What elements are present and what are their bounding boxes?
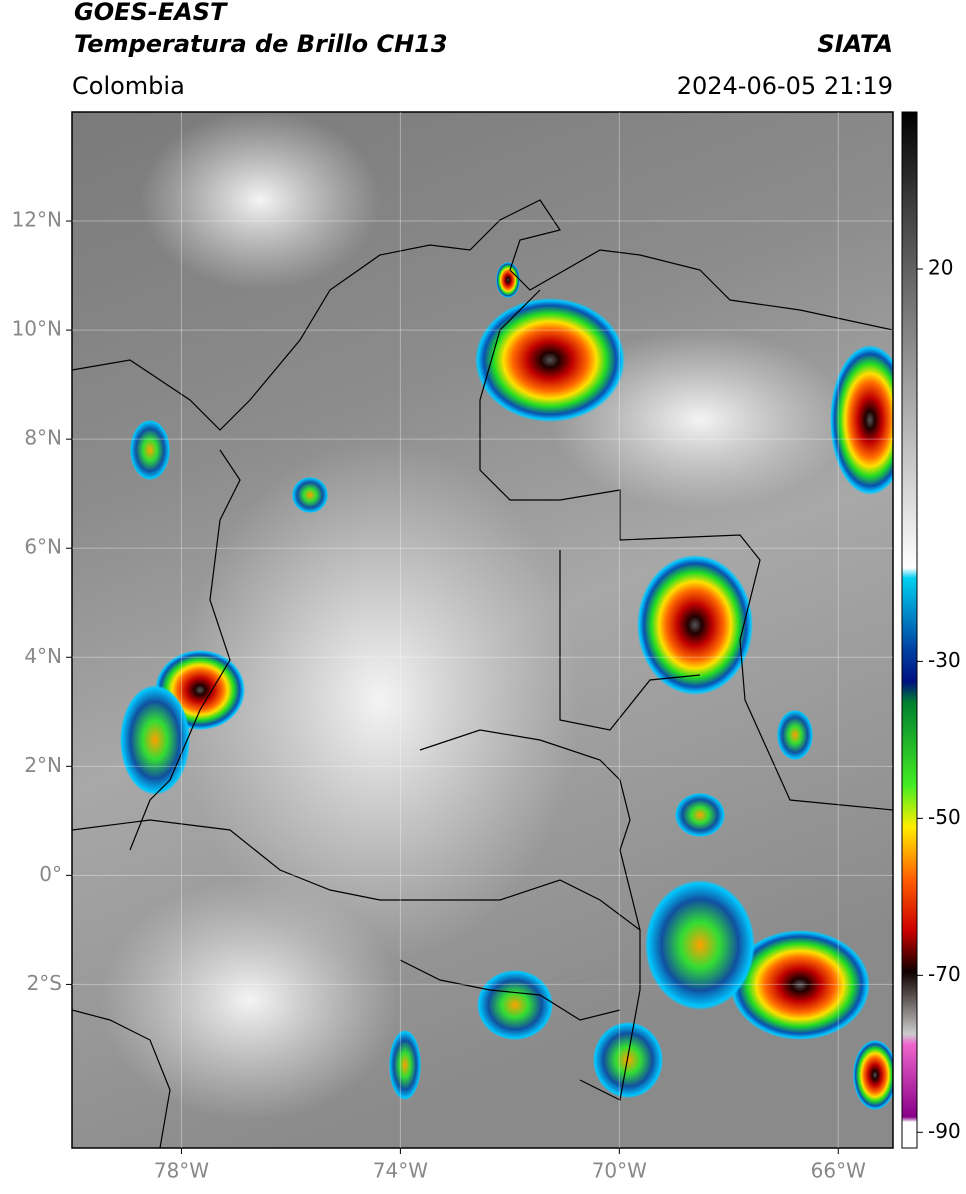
- y-tick-label: 8°N: [24, 426, 62, 450]
- x-tick-label: 74°W: [373, 1159, 428, 1183]
- datetime: 2024-06-05 21:19: [677, 72, 893, 100]
- x-tick-label: 78°W: [154, 1159, 209, 1183]
- y-tick-label: 2°S: [27, 971, 62, 995]
- colorbar: [901, 111, 918, 1149]
- colorbar-label: -30: [928, 648, 961, 672]
- x-tick-label: 70°W: [592, 1159, 647, 1183]
- y-tick-label: 2°N: [24, 753, 62, 777]
- y-tick-label: 12°N: [12, 208, 62, 232]
- y-tick-label: 4°N: [24, 644, 62, 668]
- product: Temperatura de Brillo CH13: [74, 30, 448, 58]
- y-tick-label: 10°N: [12, 317, 62, 341]
- colorbar-label: -50: [928, 805, 961, 829]
- y-tick-label: 0°: [39, 862, 62, 886]
- source: SIATA: [817, 30, 893, 58]
- colorbar-label: 20: [928, 255, 953, 279]
- x-tick-label: 66°W: [811, 1159, 866, 1183]
- map-frame: [71, 111, 894, 1149]
- satellite-image: [72, 112, 893, 1148]
- y-tick-label: 6°N: [24, 535, 62, 559]
- colorbar-label: -70: [928, 962, 961, 986]
- satellite: GOES-EAST: [74, 0, 228, 26]
- region: Colombia: [72, 72, 185, 100]
- colorbar-label: -90: [928, 1119, 961, 1143]
